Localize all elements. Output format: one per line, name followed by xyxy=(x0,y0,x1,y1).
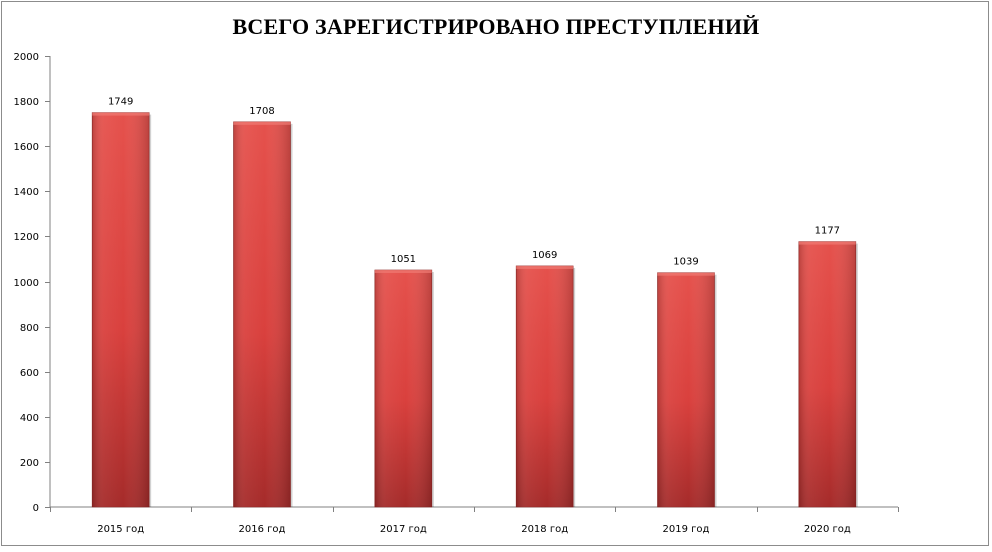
data-label: 1069 xyxy=(532,250,557,261)
bar-sheen xyxy=(233,121,291,507)
bar-top-bevel xyxy=(92,112,150,116)
bar xyxy=(374,269,434,508)
y-tick-label: 800 xyxy=(20,323,39,334)
x-tick-label: 2018 год xyxy=(521,524,568,535)
bar-top-bevel xyxy=(233,121,291,125)
chart-title: ВСЕГО ЗАРЕГИСТРИРОВАНО ПРЕСТУПЛЕНИЙ xyxy=(232,14,760,39)
x-tick-label: 2017 год xyxy=(380,524,427,535)
bar-top-bevel xyxy=(798,241,856,245)
y-tick-label: 1600 xyxy=(14,142,39,153)
bar xyxy=(233,121,293,508)
data-label: 1708 xyxy=(249,106,274,117)
bar-sheen xyxy=(516,265,574,507)
y-tick-label: 0 xyxy=(33,503,39,514)
x-tick-label: 2015 год xyxy=(97,524,144,535)
y-tick-label: 200 xyxy=(20,458,39,469)
x-tick-label: 2016 год xyxy=(239,524,286,535)
y-tick-label: 2000 xyxy=(14,52,39,63)
y-tick-label: 400 xyxy=(20,413,39,424)
bar-sheen xyxy=(374,269,432,507)
bar-sheen xyxy=(798,241,856,508)
bar xyxy=(657,272,717,508)
y-tick-label: 1400 xyxy=(14,187,39,198)
y-tick-label: 1800 xyxy=(14,97,39,108)
data-label: 1051 xyxy=(391,254,416,265)
bar xyxy=(515,265,576,508)
bar-top-bevel xyxy=(657,272,715,276)
y-tick-label: 1200 xyxy=(14,232,39,243)
data-label: 1039 xyxy=(673,257,698,268)
bar-sheen xyxy=(92,112,150,508)
bar-top-bevel xyxy=(516,265,574,269)
y-tick-label: 1000 xyxy=(14,278,39,289)
x-tick-label: 2019 год xyxy=(663,524,710,535)
bar-sheen xyxy=(657,272,715,507)
bar-top-bevel xyxy=(374,269,432,273)
data-label: 1177 xyxy=(815,226,840,237)
bar xyxy=(798,241,858,508)
bar xyxy=(91,112,152,508)
y-tick-label: 600 xyxy=(20,368,39,379)
data-label: 1749 xyxy=(108,97,133,108)
x-tick-label: 2020 год xyxy=(804,524,851,535)
